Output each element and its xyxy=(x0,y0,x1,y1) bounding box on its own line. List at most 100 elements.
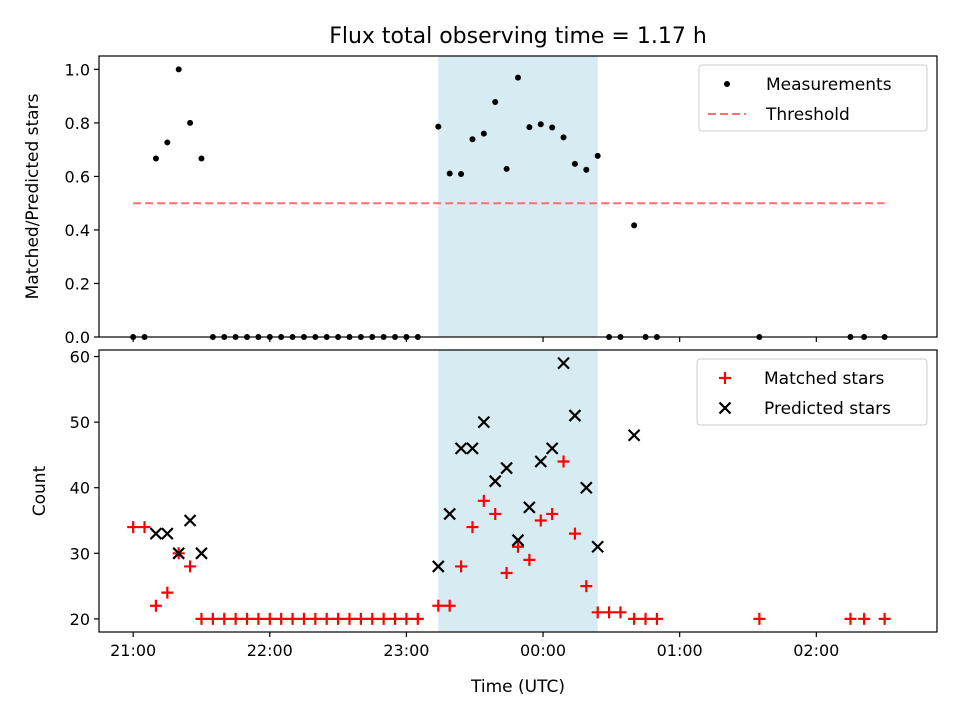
data-point xyxy=(432,560,445,573)
data-point xyxy=(366,612,379,625)
y-tick-label: 40 xyxy=(70,479,90,498)
data-point xyxy=(206,612,219,625)
data-point xyxy=(354,612,367,625)
data-point xyxy=(466,521,479,534)
panel-ratio: 0.0 0.2 0.4 0.6 0.8 1.0 Matched/Predicted star… xyxy=(23,55,938,347)
x-tick-label: 21:00 xyxy=(110,641,156,660)
data-point xyxy=(297,612,310,625)
data-point xyxy=(526,124,533,131)
data-point xyxy=(389,612,402,625)
data-point xyxy=(332,612,345,625)
data-point xyxy=(455,560,468,573)
data-point xyxy=(627,428,641,442)
data-point xyxy=(571,160,578,167)
data-point xyxy=(591,540,604,554)
data-point xyxy=(152,155,159,162)
data-point xyxy=(435,123,442,130)
data-point xyxy=(187,119,194,126)
data-point xyxy=(175,66,182,73)
data-point xyxy=(511,533,525,547)
data-point xyxy=(480,130,487,137)
data-point xyxy=(183,514,197,527)
y-axis-label: Matched/Predicted stars xyxy=(23,93,43,299)
data-point xyxy=(614,606,627,619)
data-point xyxy=(858,612,871,625)
legend-label: Threshold xyxy=(765,105,850,125)
y-tick-label: 0.8 xyxy=(65,114,90,133)
legend: Matched stars Predicted stars xyxy=(696,358,928,426)
data-point xyxy=(583,166,590,173)
data-point xyxy=(545,442,559,455)
data-point xyxy=(138,521,151,534)
data-point xyxy=(580,481,593,494)
data-point xyxy=(557,356,570,370)
data-point xyxy=(753,612,766,625)
x-axis-label: Time (UTC) xyxy=(470,677,565,697)
series-matched-stars xyxy=(127,455,891,625)
data-point xyxy=(492,99,499,106)
data-point xyxy=(639,612,652,625)
y-tick-label: 20 xyxy=(70,610,90,629)
data-point xyxy=(591,606,604,619)
data-point xyxy=(218,612,231,625)
data-point xyxy=(286,612,299,625)
data-point xyxy=(275,612,288,625)
data-point xyxy=(458,171,465,178)
data-point xyxy=(161,586,174,599)
y-axis-label: Count xyxy=(30,465,50,516)
data-point xyxy=(466,442,479,455)
data-point xyxy=(489,507,502,520)
data-point xyxy=(172,547,185,560)
data-point xyxy=(400,612,413,625)
y-tick-label: 0.2 xyxy=(65,274,90,293)
y-tick-label: 0.6 xyxy=(65,167,90,186)
data-point xyxy=(557,455,570,468)
data-point xyxy=(377,612,390,625)
data-point xyxy=(500,566,513,579)
data-point xyxy=(229,612,242,625)
data-point xyxy=(432,599,445,612)
data-point xyxy=(252,612,265,625)
data-point xyxy=(628,612,641,625)
data-point xyxy=(650,612,663,625)
data-point xyxy=(477,494,490,507)
data-point xyxy=(603,606,616,619)
data-point xyxy=(568,527,581,540)
data-point xyxy=(568,409,582,422)
shaded-observing-window xyxy=(438,350,598,632)
legend: Measurements Threshold xyxy=(698,64,928,132)
legend-label: Measurements xyxy=(766,75,892,95)
x-tick-label: 02:00 xyxy=(793,641,839,660)
x-tick-label: 22:00 xyxy=(247,641,293,660)
series-measurements xyxy=(130,66,888,340)
data-point xyxy=(488,474,502,488)
data-point xyxy=(443,599,456,612)
data-point xyxy=(503,165,510,172)
y-tick-label: 60 xyxy=(70,348,90,367)
data-point xyxy=(500,461,513,475)
legend-marker xyxy=(719,372,731,384)
data-point xyxy=(549,124,556,131)
data-point xyxy=(523,501,536,514)
y-tick-label: 30 xyxy=(70,544,90,563)
data-point xyxy=(443,507,456,521)
data-point xyxy=(878,612,891,625)
data-point xyxy=(161,527,174,540)
data-point xyxy=(309,612,322,625)
data-point xyxy=(580,580,593,593)
data-point xyxy=(184,560,197,573)
data-point xyxy=(446,170,453,177)
data-point xyxy=(560,134,567,141)
data-point xyxy=(631,222,638,229)
legend-marker xyxy=(724,81,730,87)
data-point xyxy=(263,612,276,625)
data-point xyxy=(515,74,521,81)
data-point xyxy=(546,507,559,520)
data-point xyxy=(195,547,208,560)
data-point xyxy=(454,442,468,455)
y-tick-label: 0.0 xyxy=(65,328,90,347)
legend-label: Predicted stars xyxy=(764,399,891,419)
legend-marker xyxy=(718,401,732,415)
shaded-observing-window xyxy=(438,56,598,337)
